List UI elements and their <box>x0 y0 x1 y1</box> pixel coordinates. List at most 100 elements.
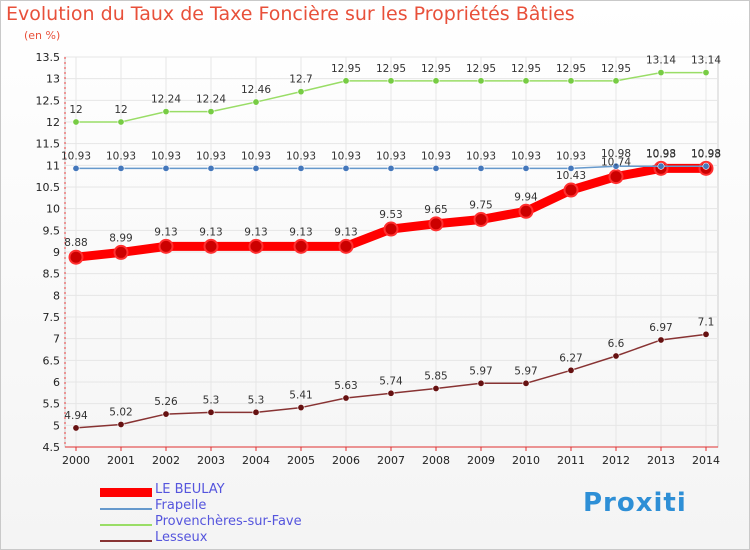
data-label: 10.98 <box>691 148 721 160</box>
data-label: 10.93 <box>646 148 676 160</box>
legend-label: Frapelle <box>155 498 207 513</box>
data-point <box>432 164 440 172</box>
legend-label: Provenchères-sur-Fave <box>155 514 302 529</box>
data-point <box>297 404 305 412</box>
data-label: 10.93 <box>61 150 91 162</box>
y-tick-label: 9 <box>53 246 60 259</box>
y-tick-label: 8 <box>53 289 60 302</box>
y-tick-label: 5.5 <box>43 398 61 411</box>
x-tick-label: 2013 <box>647 454 675 467</box>
data-label: 6.27 <box>559 352 582 364</box>
y-tick-label: 12.5 <box>36 94 61 107</box>
data-point <box>162 108 170 116</box>
data-point <box>252 164 260 172</box>
data-point <box>567 164 575 172</box>
data-label: 5.97 <box>514 365 537 377</box>
data-label: 5.3 <box>203 394 220 406</box>
data-point <box>473 212 489 227</box>
data-label: 5.02 <box>109 406 132 418</box>
data-point <box>293 238 309 254</box>
data-label: 5.74 <box>379 375 403 387</box>
data-label: 10.93 <box>511 150 541 162</box>
data-point <box>117 164 125 172</box>
data-label: 5.26 <box>154 396 178 408</box>
y-tick-label: 11 <box>46 159 60 172</box>
data-point <box>477 164 485 172</box>
data-point <box>117 420 125 428</box>
proxiti-logo: Proxiti <box>583 488 687 518</box>
x-tick-label: 2004 <box>242 454 270 467</box>
data-label: 6.97 <box>649 322 672 334</box>
data-label: 12.24 <box>196 94 226 106</box>
data-label: 5.3 <box>248 394 265 406</box>
data-label: 10.93 <box>691 148 721 160</box>
data-point <box>162 410 170 418</box>
y-tick-label: 13 <box>46 73 60 86</box>
data-label: 8.88 <box>64 237 87 249</box>
data-label: 9.13 <box>334 226 357 238</box>
data-point <box>477 77 485 85</box>
data-point <box>702 162 710 170</box>
data-point <box>702 69 710 77</box>
data-label: 10.74 <box>601 157 631 169</box>
data-point <box>207 164 215 172</box>
data-label: 10.93 <box>151 150 181 162</box>
data-point <box>612 352 620 360</box>
data-point <box>432 77 440 85</box>
chart-title: Evolution du Taux de Taxe Foncière sur l… <box>6 3 575 25</box>
data-point <box>72 424 80 432</box>
legend-swatch <box>100 508 152 510</box>
y-tick-label: 9.5 <box>43 224 61 237</box>
data-point <box>207 108 215 116</box>
data-point <box>338 238 354 254</box>
data-point <box>68 249 84 265</box>
y-tick-label: 5 <box>53 419 60 432</box>
data-label: 9.65 <box>424 204 447 216</box>
data-point <box>297 88 305 96</box>
data-label: 12.95 <box>421 63 451 75</box>
x-tick-label: 2014 <box>692 454 720 467</box>
y-tick-label: 12 <box>46 116 60 129</box>
data-label: 9.53 <box>379 209 402 221</box>
data-label: 12.46 <box>241 84 271 96</box>
data-label: 12.7 <box>289 74 312 86</box>
data-label: 10.93 <box>331 150 361 162</box>
x-tick-label: 2003 <box>197 454 225 467</box>
data-point <box>117 118 125 126</box>
data-point <box>567 366 575 374</box>
data-label: 6.6 <box>608 338 625 350</box>
data-point <box>162 164 170 172</box>
x-tick-label: 2006 <box>332 454 360 467</box>
data-label: 12.24 <box>151 94 181 106</box>
legend-label: LE BEULAY <box>155 482 225 497</box>
data-label: 10.93 <box>376 150 406 162</box>
data-point <box>612 162 620 170</box>
x-tick-label: 2001 <box>107 454 135 467</box>
data-label: 12.95 <box>601 63 631 75</box>
data-label: 10.98 <box>601 148 631 160</box>
data-label: 8.99 <box>109 232 132 244</box>
data-label: 9.13 <box>199 226 222 238</box>
data-label: 12.95 <box>376 63 406 75</box>
data-point <box>702 330 710 338</box>
data-point <box>612 77 620 85</box>
data-label: 13.14 <box>646 55 676 67</box>
data-point <box>657 162 665 170</box>
data-point <box>563 182 579 198</box>
data-point <box>387 164 395 172</box>
data-point <box>657 69 665 77</box>
data-label: 9.13 <box>289 226 312 238</box>
y-tick-label: 4.5 <box>43 441 61 454</box>
data-point <box>158 238 174 254</box>
x-tick-label: 2007 <box>377 454 405 467</box>
data-point <box>522 77 530 85</box>
data-label: 10.98 <box>646 148 676 160</box>
data-point <box>567 77 575 85</box>
legend-swatch <box>100 540 152 542</box>
legend-swatch <box>100 488 152 497</box>
data-point <box>203 238 219 254</box>
data-label: 12.95 <box>511 63 541 75</box>
data-point <box>342 164 350 172</box>
y-tick-label: 7.5 <box>43 311 61 324</box>
data-label: 7.1 <box>698 316 715 328</box>
